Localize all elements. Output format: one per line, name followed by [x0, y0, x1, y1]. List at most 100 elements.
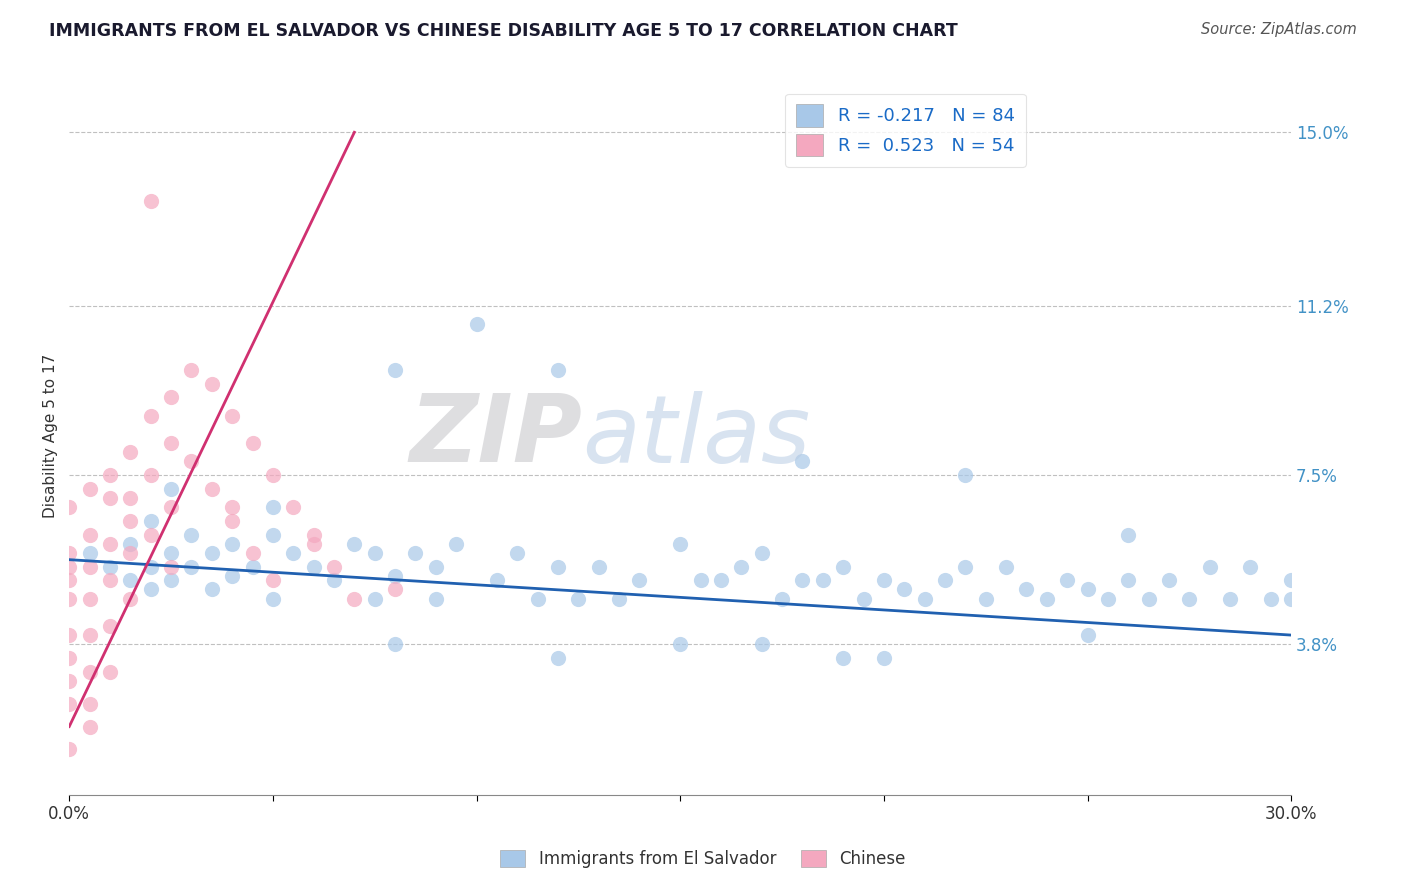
Point: [262, 573, 284, 587]
Point: [98, 665, 121, 679]
Point: [160, 482, 183, 496]
Point: [221, 514, 243, 528]
Point: [201, 546, 224, 560]
Point: [160, 573, 183, 587]
Point: [404, 546, 426, 560]
Point: [873, 651, 896, 665]
Point: [1279, 573, 1302, 587]
Point: [364, 591, 387, 606]
Point: [567, 591, 589, 606]
Point: [58, 591, 80, 606]
Point: [628, 573, 651, 587]
Point: [79, 482, 101, 496]
Y-axis label: Disability Age 5 to 17: Disability Age 5 to 17: [44, 354, 58, 518]
Point: [180, 559, 202, 574]
Point: [120, 591, 142, 606]
Point: [669, 536, 692, 550]
Point: [1116, 573, 1139, 587]
Point: [1077, 628, 1099, 642]
Point: [974, 591, 997, 606]
Point: [180, 363, 202, 377]
Point: [79, 591, 101, 606]
Point: [79, 628, 101, 642]
Point: [1198, 559, 1220, 574]
Point: [710, 573, 733, 587]
Point: [221, 536, 243, 550]
Point: [425, 559, 447, 574]
Point: [751, 546, 773, 560]
Point: [852, 591, 875, 606]
Point: [302, 527, 325, 541]
Point: [384, 637, 406, 651]
Point: [79, 697, 101, 711]
Point: [547, 363, 569, 377]
Point: [58, 673, 80, 688]
Point: [120, 514, 142, 528]
Point: [79, 665, 101, 679]
Point: [526, 591, 548, 606]
Point: [139, 514, 162, 528]
Point: [242, 436, 264, 450]
Point: [1097, 591, 1119, 606]
Point: [98, 619, 121, 633]
Point: [1279, 591, 1302, 606]
Point: [425, 591, 447, 606]
Point: [343, 536, 366, 550]
Point: [98, 491, 121, 505]
Point: [302, 559, 325, 574]
Point: [811, 573, 834, 587]
Point: [139, 582, 162, 597]
Point: [98, 573, 121, 587]
Point: [160, 500, 183, 514]
Point: [98, 536, 121, 550]
Point: [547, 559, 569, 574]
Point: [120, 546, 142, 560]
Point: [934, 573, 956, 587]
Point: [283, 546, 305, 560]
Point: [180, 527, 202, 541]
Point: [343, 591, 366, 606]
Point: [139, 194, 162, 208]
Point: [242, 546, 264, 560]
Legend: R = -0.217   N = 84, R =  0.523   N = 54: R = -0.217 N = 84, R = 0.523 N = 54: [786, 94, 1025, 167]
Point: [955, 468, 977, 483]
Text: IMMIGRANTS FROM EL SALVADOR VS CHINESE DISABILITY AGE 5 TO 17 CORRELATION CHART: IMMIGRANTS FROM EL SALVADOR VS CHINESE D…: [49, 22, 957, 40]
Point: [832, 651, 855, 665]
Point: [730, 559, 752, 574]
Point: [79, 559, 101, 574]
Point: [58, 573, 80, 587]
Point: [180, 454, 202, 468]
Point: [120, 491, 142, 505]
Text: atlas: atlas: [582, 391, 811, 482]
Point: [160, 559, 183, 574]
Point: [384, 363, 406, 377]
Point: [1015, 582, 1038, 597]
Point: [547, 651, 569, 665]
Point: [201, 582, 224, 597]
Point: [139, 409, 162, 423]
Point: [283, 500, 305, 514]
Point: [485, 573, 508, 587]
Point: [914, 591, 936, 606]
Point: [1077, 582, 1099, 597]
Point: [792, 454, 814, 468]
Point: [607, 591, 630, 606]
Point: [770, 591, 793, 606]
Point: [465, 318, 488, 332]
Point: [79, 527, 101, 541]
Point: [323, 573, 346, 587]
Point: [139, 559, 162, 574]
Point: [1239, 559, 1261, 574]
Point: [792, 573, 814, 587]
Text: ZIP: ZIP: [409, 391, 582, 483]
Point: [221, 409, 243, 423]
Point: [120, 445, 142, 459]
Point: [160, 436, 183, 450]
Point: [873, 573, 896, 587]
Point: [384, 582, 406, 597]
Point: [302, 536, 325, 550]
Point: [1178, 591, 1201, 606]
Point: [1260, 591, 1282, 606]
Point: [1116, 527, 1139, 541]
Point: [58, 628, 80, 642]
